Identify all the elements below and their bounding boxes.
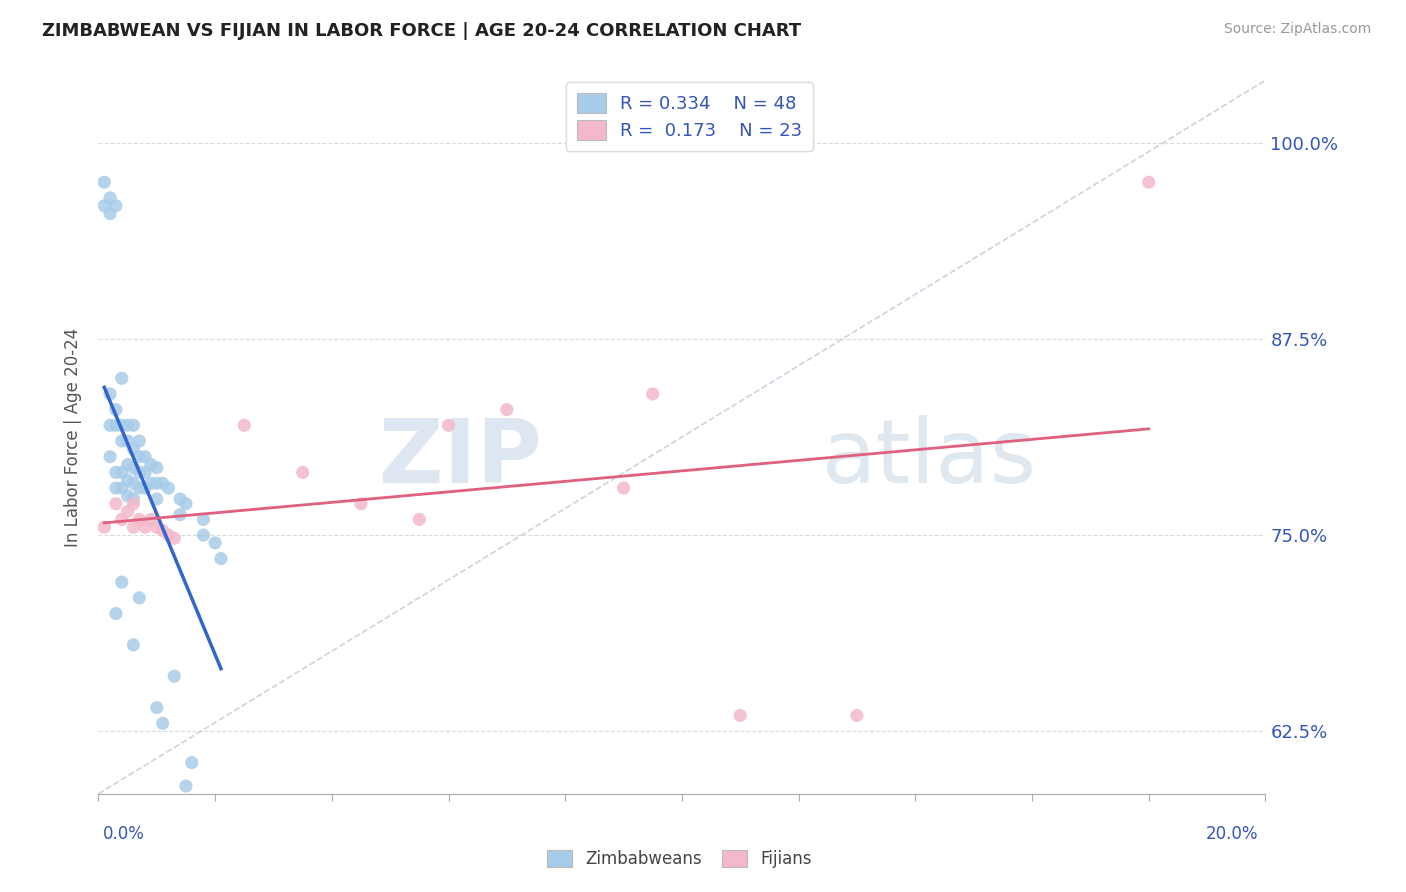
Text: ZIMBABWEAN VS FIJIAN IN LABOR FORCE | AGE 20-24 CORRELATION CHART: ZIMBABWEAN VS FIJIAN IN LABOR FORCE | AG…: [42, 22, 801, 40]
Point: [104, 497, 127, 511]
Point: [163, 531, 186, 545]
Point: [111, 371, 134, 385]
Point: [641, 387, 664, 401]
Point: [128, 450, 150, 464]
Point: [117, 473, 139, 487]
Point: [111, 512, 134, 526]
Point: [169, 508, 191, 522]
Point: [128, 434, 150, 448]
Point: [612, 481, 634, 495]
Point: [174, 497, 197, 511]
Point: [146, 476, 169, 491]
Point: [128, 466, 150, 480]
Point: [157, 528, 180, 542]
Point: [98, 191, 121, 205]
Point: [93, 199, 115, 213]
Point: [117, 489, 139, 503]
Point: [163, 669, 186, 683]
Point: [152, 524, 174, 538]
Point: [134, 520, 156, 534]
Point: [139, 512, 162, 526]
Point: [98, 387, 121, 401]
Point: [104, 481, 127, 495]
Point: [134, 450, 156, 464]
Y-axis label: In Labor Force | Age 20-24: In Labor Force | Age 20-24: [65, 327, 83, 547]
Point: [117, 418, 139, 433]
Point: [730, 708, 752, 723]
Point: [111, 466, 134, 480]
Point: [139, 458, 162, 472]
Point: [291, 466, 314, 480]
Point: [146, 520, 169, 534]
Point: [169, 491, 191, 506]
Legend: R = 0.334    N = 48, R =  0.173    N = 23: R = 0.334 N = 48, R = 0.173 N = 23: [565, 82, 813, 151]
Point: [408, 512, 430, 526]
Point: [233, 418, 256, 433]
Text: 0.0%: 0.0%: [103, 825, 145, 843]
Point: [117, 458, 139, 472]
Point: [180, 756, 202, 770]
Point: [98, 418, 121, 433]
Point: [846, 708, 869, 723]
Point: [139, 476, 162, 491]
Point: [157, 481, 180, 495]
Point: [209, 551, 232, 566]
Point: [104, 418, 127, 433]
Point: [111, 481, 134, 495]
Point: [122, 476, 145, 491]
Point: [152, 716, 174, 731]
Point: [146, 700, 169, 714]
Point: [98, 206, 121, 220]
Point: [117, 434, 139, 448]
Point: [122, 497, 145, 511]
Point: [122, 418, 145, 433]
Point: [128, 481, 150, 495]
Point: [193, 512, 215, 526]
Point: [146, 491, 169, 506]
Point: [117, 505, 139, 519]
Point: [128, 591, 150, 605]
Point: [1137, 175, 1160, 189]
Point: [93, 175, 115, 189]
Point: [122, 442, 145, 456]
Point: [134, 466, 156, 480]
Point: [104, 466, 127, 480]
Point: [93, 520, 115, 534]
Text: 20.0%: 20.0%: [1206, 825, 1258, 843]
Point: [111, 418, 134, 433]
Point: [193, 528, 215, 542]
Point: [350, 497, 373, 511]
Text: ZIP: ZIP: [380, 415, 541, 502]
Point: [104, 607, 127, 621]
Point: [152, 476, 174, 491]
Point: [122, 520, 145, 534]
Point: [122, 460, 145, 475]
Point: [128, 512, 150, 526]
Point: [122, 638, 145, 652]
Point: [496, 402, 519, 417]
Point: [98, 450, 121, 464]
Text: atlas: atlas: [823, 415, 1038, 502]
Legend: Zimbabweans, Fijians: Zimbabweans, Fijians: [540, 843, 818, 875]
Point: [111, 575, 134, 590]
Point: [174, 779, 197, 793]
Point: [111, 434, 134, 448]
Point: [134, 481, 156, 495]
Point: [104, 402, 127, 417]
Text: Source: ZipAtlas.com: Source: ZipAtlas.com: [1223, 22, 1371, 37]
Point: [204, 536, 226, 550]
Point: [146, 460, 169, 475]
Point: [104, 199, 127, 213]
Point: [122, 491, 145, 506]
Point: [437, 418, 460, 433]
